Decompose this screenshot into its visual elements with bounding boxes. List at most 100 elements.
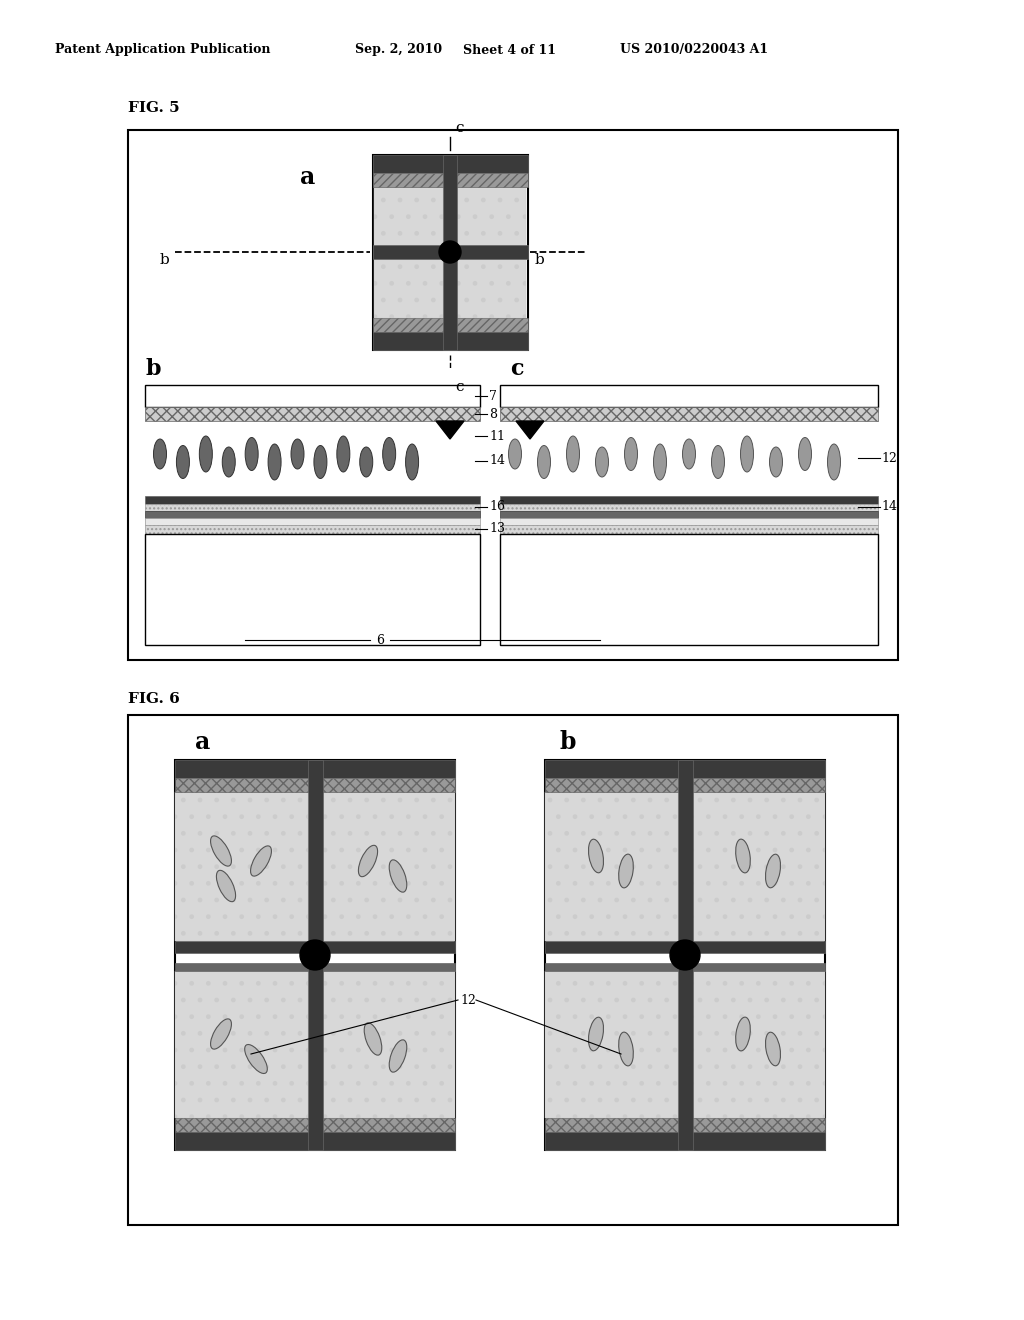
Bar [175, 792, 308, 941]
Bar [145, 525, 480, 535]
Bar [545, 964, 825, 972]
Ellipse shape [799, 437, 811, 470]
Text: 11: 11 [489, 429, 505, 442]
Bar [145, 407, 480, 421]
Text: Sheet 4 of 11: Sheet 4 of 11 [463, 44, 556, 57]
Text: 14: 14 [881, 500, 897, 513]
Ellipse shape [314, 446, 327, 479]
Text: c: c [510, 358, 523, 380]
Text: 7: 7 [489, 389, 497, 403]
Ellipse shape [406, 444, 419, 480]
Bar [457, 187, 526, 318]
Bar [145, 535, 480, 645]
Ellipse shape [683, 440, 695, 469]
Ellipse shape [211, 836, 231, 866]
Text: b: b [535, 253, 545, 267]
Text: FIG. 5: FIG. 5 [128, 102, 179, 115]
Ellipse shape [222, 447, 236, 477]
Ellipse shape [251, 846, 271, 876]
Ellipse shape [827, 444, 841, 480]
Ellipse shape [200, 436, 212, 473]
Text: 8: 8 [489, 408, 497, 421]
Ellipse shape [389, 1040, 407, 1072]
Ellipse shape [365, 1023, 382, 1055]
Bar [373, 333, 528, 350]
Ellipse shape [618, 854, 633, 888]
Bar [373, 246, 528, 259]
Ellipse shape [735, 840, 751, 873]
Bar [175, 1118, 455, 1133]
Ellipse shape [766, 854, 780, 888]
Bar [373, 173, 528, 187]
Bar [500, 525, 878, 535]
Ellipse shape [670, 940, 700, 970]
Text: Patent Application Publication: Patent Application Publication [55, 44, 270, 57]
Bar [175, 964, 455, 972]
Text: 12: 12 [460, 994, 476, 1006]
Ellipse shape [712, 446, 725, 479]
Bar [500, 496, 878, 504]
Ellipse shape [176, 446, 189, 479]
Ellipse shape [358, 845, 378, 876]
Bar [128, 715, 898, 1225]
Ellipse shape [766, 1032, 780, 1065]
Ellipse shape [653, 444, 667, 480]
Ellipse shape [735, 1018, 751, 1051]
Bar [545, 792, 678, 941]
Text: b: b [160, 253, 170, 267]
Text: 16: 16 [489, 500, 505, 513]
Ellipse shape [618, 1032, 633, 1065]
Bar [145, 517, 480, 525]
Ellipse shape [589, 840, 603, 873]
Bar [678, 760, 693, 1150]
Bar [373, 318, 528, 333]
Ellipse shape [538, 446, 551, 479]
Text: c: c [455, 380, 464, 393]
Bar [692, 792, 825, 941]
Text: a: a [195, 730, 210, 754]
Bar [692, 972, 825, 1118]
Bar [175, 777, 455, 792]
Ellipse shape [589, 1018, 603, 1051]
Bar [322, 792, 455, 941]
Text: US 2010/0220043 A1: US 2010/0220043 A1 [620, 44, 768, 57]
Ellipse shape [245, 1044, 267, 1073]
Text: 12: 12 [881, 451, 897, 465]
Bar [145, 496, 480, 504]
Bar [545, 1118, 825, 1133]
Ellipse shape [300, 940, 330, 970]
Bar [500, 407, 878, 421]
Bar [545, 1133, 825, 1150]
Bar [373, 154, 528, 350]
Ellipse shape [625, 437, 638, 470]
Bar [175, 941, 455, 953]
Bar [175, 1133, 455, 1150]
Text: Sep. 2, 2010: Sep. 2, 2010 [355, 44, 442, 57]
Text: 13: 13 [489, 523, 505, 536]
Ellipse shape [359, 447, 373, 477]
Bar [175, 972, 308, 1118]
Bar [373, 154, 528, 173]
Bar [128, 129, 898, 660]
Ellipse shape [268, 444, 281, 480]
Bar [145, 385, 480, 407]
Bar [322, 972, 455, 1118]
Polygon shape [516, 421, 544, 440]
Text: a: a [300, 165, 315, 189]
Bar [500, 511, 878, 517]
Bar [145, 504, 480, 511]
Ellipse shape [509, 440, 521, 469]
Ellipse shape [291, 440, 304, 469]
Bar [545, 760, 825, 1150]
Ellipse shape [337, 436, 350, 473]
Bar [175, 760, 455, 1150]
Polygon shape [436, 421, 464, 440]
Ellipse shape [596, 447, 608, 477]
Ellipse shape [154, 440, 167, 469]
Bar [545, 941, 825, 953]
Text: FIG. 6: FIG. 6 [128, 692, 180, 706]
Bar [500, 517, 878, 525]
Bar [545, 777, 825, 792]
Ellipse shape [211, 1019, 231, 1049]
Bar [443, 154, 457, 350]
